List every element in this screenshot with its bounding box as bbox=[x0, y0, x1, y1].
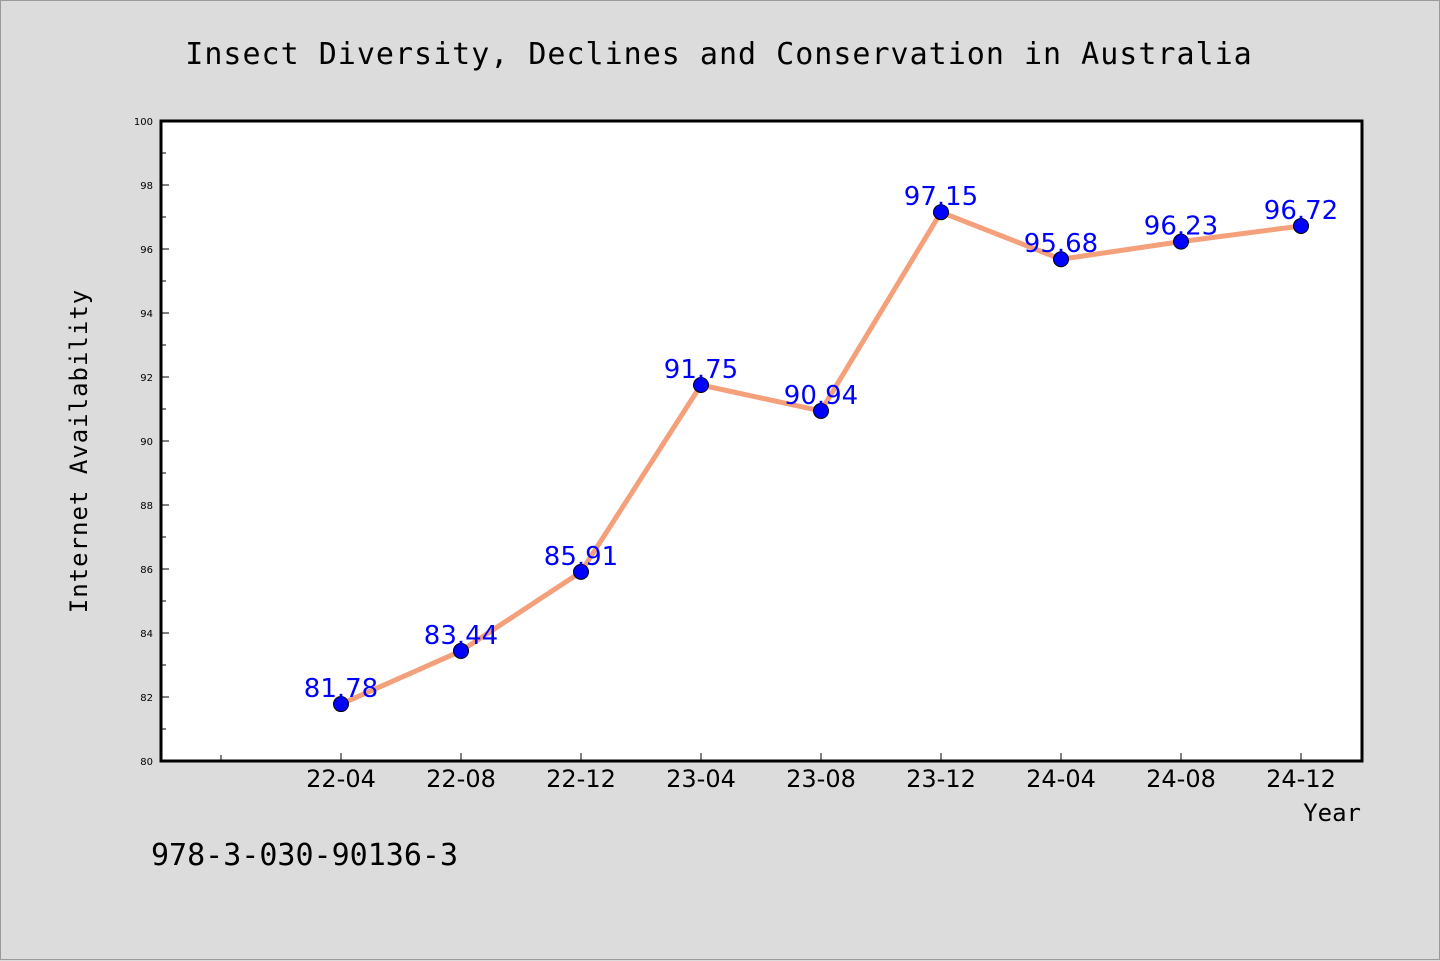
data-point bbox=[573, 563, 589, 580]
plot-area bbox=[159, 119, 1364, 763]
data-point bbox=[1293, 217, 1309, 234]
data-label: 96.72 bbox=[1264, 196, 1338, 226]
data-point bbox=[1053, 251, 1069, 268]
y-tick-label: 96 bbox=[140, 245, 153, 256]
data-label: 85.91 bbox=[544, 542, 618, 572]
data-label: 95.68 bbox=[1024, 229, 1098, 259]
y-tick-label: 94 bbox=[140, 309, 153, 320]
y-tick-label: 80 bbox=[140, 757, 153, 768]
data-point bbox=[1173, 233, 1189, 250]
y-tick-label: 98 bbox=[140, 181, 153, 192]
y-tick-label: 88 bbox=[140, 501, 153, 512]
data-label: 91.75 bbox=[664, 355, 738, 385]
data-point bbox=[813, 402, 829, 419]
y-tick-label: 84 bbox=[140, 629, 153, 640]
x-tick-label: 22-08 bbox=[426, 765, 496, 793]
isbn-annotation: 978-3-030-90136-3 bbox=[151, 838, 458, 873]
data-point bbox=[693, 377, 709, 393]
y-tick-label: 82 bbox=[140, 693, 153, 704]
data-point bbox=[333, 696, 349, 713]
data-label: 83.44 bbox=[424, 621, 498, 651]
data-point bbox=[933, 204, 949, 221]
y-tick-label: 86 bbox=[140, 565, 153, 576]
x-tick-label: 22-04 bbox=[306, 765, 376, 793]
data-label: 90.94 bbox=[784, 381, 858, 411]
x-tick-label: 24-12 bbox=[1266, 765, 1336, 793]
x-axis-label: Year bbox=[1303, 799, 1361, 827]
x-tick-label: 23-04 bbox=[666, 765, 736, 793]
x-tick-label: 24-04 bbox=[1026, 765, 1096, 793]
y-tick-label: 90 bbox=[140, 437, 153, 448]
x-tick-label: 24-08 bbox=[1146, 765, 1216, 793]
x-tick-label: 23-12 bbox=[906, 765, 976, 793]
data-label: 81.78 bbox=[304, 674, 378, 704]
y-tick-label: 100 bbox=[134, 117, 153, 128]
data-point bbox=[453, 642, 469, 659]
data-label: 97.15 bbox=[904, 182, 978, 212]
x-tick-label: 22-12 bbox=[546, 765, 616, 793]
y-axis-label: Internet Availability bbox=[65, 289, 93, 613]
y-tick-label: 92 bbox=[140, 373, 153, 384]
data-label: 96.23 bbox=[1144, 212, 1218, 242]
chart-title: Insect Diversity, Declines and Conservat… bbox=[185, 37, 1252, 72]
x-tick-label: 23-08 bbox=[786, 765, 856, 793]
